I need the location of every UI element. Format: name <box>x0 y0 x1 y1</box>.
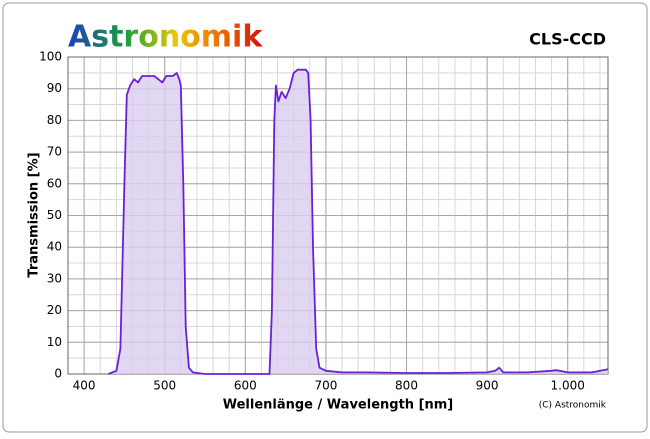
y-tick-label: 40 <box>47 240 62 254</box>
y-tick-label: 30 <box>47 271 62 285</box>
x-tick-label: 400 <box>73 379 96 393</box>
y-tick-label: 20 <box>47 303 62 317</box>
copyright: (C) Astronomik <box>539 401 607 411</box>
x-axis-label: Wellenlänge / Wavelength [nm] <box>223 398 454 413</box>
chart-title: CLS-CCD <box>529 30 606 49</box>
y-tick-label: 80 <box>47 113 62 127</box>
x-tick-label: 1.000 <box>551 379 585 393</box>
x-tick-label: 700 <box>314 379 337 393</box>
y-tick-label: 70 <box>47 145 62 159</box>
y-tick-label: 10 <box>47 335 62 349</box>
brand: Astronomik <box>68 20 263 55</box>
y-tick-label: 100 <box>39 50 62 64</box>
x-tick-label: 800 <box>395 379 418 393</box>
area <box>108 69 608 374</box>
series-line <box>107 68 609 375</box>
y-axis-label: Transmission [%] <box>27 152 42 277</box>
y-tick-label: 60 <box>47 176 62 190</box>
y-tick-label: 90 <box>47 81 62 95</box>
x-tick-label: 900 <box>476 379 499 393</box>
y-tick-label: 0 <box>54 367 62 381</box>
y-tick-label: 50 <box>47 208 62 222</box>
x-tick-label: 600 <box>234 379 257 393</box>
x-tick-label: 500 <box>153 379 176 393</box>
